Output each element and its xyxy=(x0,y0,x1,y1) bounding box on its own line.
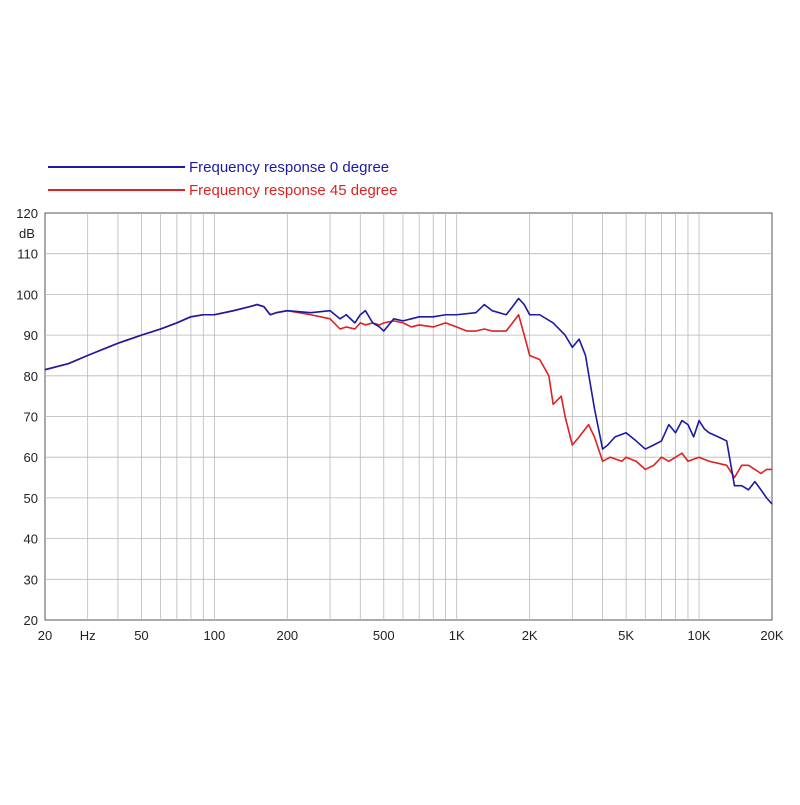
series-line-0 xyxy=(44,297,773,505)
x-tick-label: 200 xyxy=(276,628,298,643)
x-tick-label: 500 xyxy=(373,628,395,643)
y-tick-label: 20 xyxy=(24,613,38,628)
legend-label-1: Frequency response 45 degree xyxy=(189,182,397,199)
y-tick-label: 70 xyxy=(24,410,38,425)
y-tick-label: 110 xyxy=(17,247,38,262)
y-tick-label: 50 xyxy=(24,491,38,506)
x-tick-label: 10K xyxy=(687,628,710,643)
y-tick-label: 120 xyxy=(16,206,38,221)
axes: dB 20 Hz 50 100 200 500 1K 2K 5K 10K 20K 20 30 40 50 60… xyxy=(16,206,784,643)
legend: Frequency response 0 degree Frequency res… xyxy=(48,159,397,199)
x-tick-label: 5K xyxy=(618,628,634,643)
series-lines xyxy=(44,297,773,505)
x-tick-label: 1K xyxy=(449,628,465,643)
y-tick-label: 90 xyxy=(24,328,38,343)
x-tick-label: 20 xyxy=(38,628,52,643)
y-tick-label: 30 xyxy=(24,572,38,587)
x-tick-label: 50 xyxy=(134,628,148,643)
y-tick-label: 100 xyxy=(16,287,38,302)
y-tick-label: 40 xyxy=(24,532,38,547)
y-axis-label: dB xyxy=(19,226,35,241)
grid xyxy=(45,213,772,620)
x-tick-label: 20K xyxy=(760,628,783,643)
x-tick-label: 100 xyxy=(204,628,226,643)
y-tick-label: 80 xyxy=(24,369,38,384)
x-tick-label: Hz xyxy=(80,628,96,643)
legend-label-0: Frequency response 0 degree xyxy=(189,159,389,176)
x-tick-label: 2K xyxy=(522,628,538,643)
y-tick-label: 60 xyxy=(24,450,38,465)
